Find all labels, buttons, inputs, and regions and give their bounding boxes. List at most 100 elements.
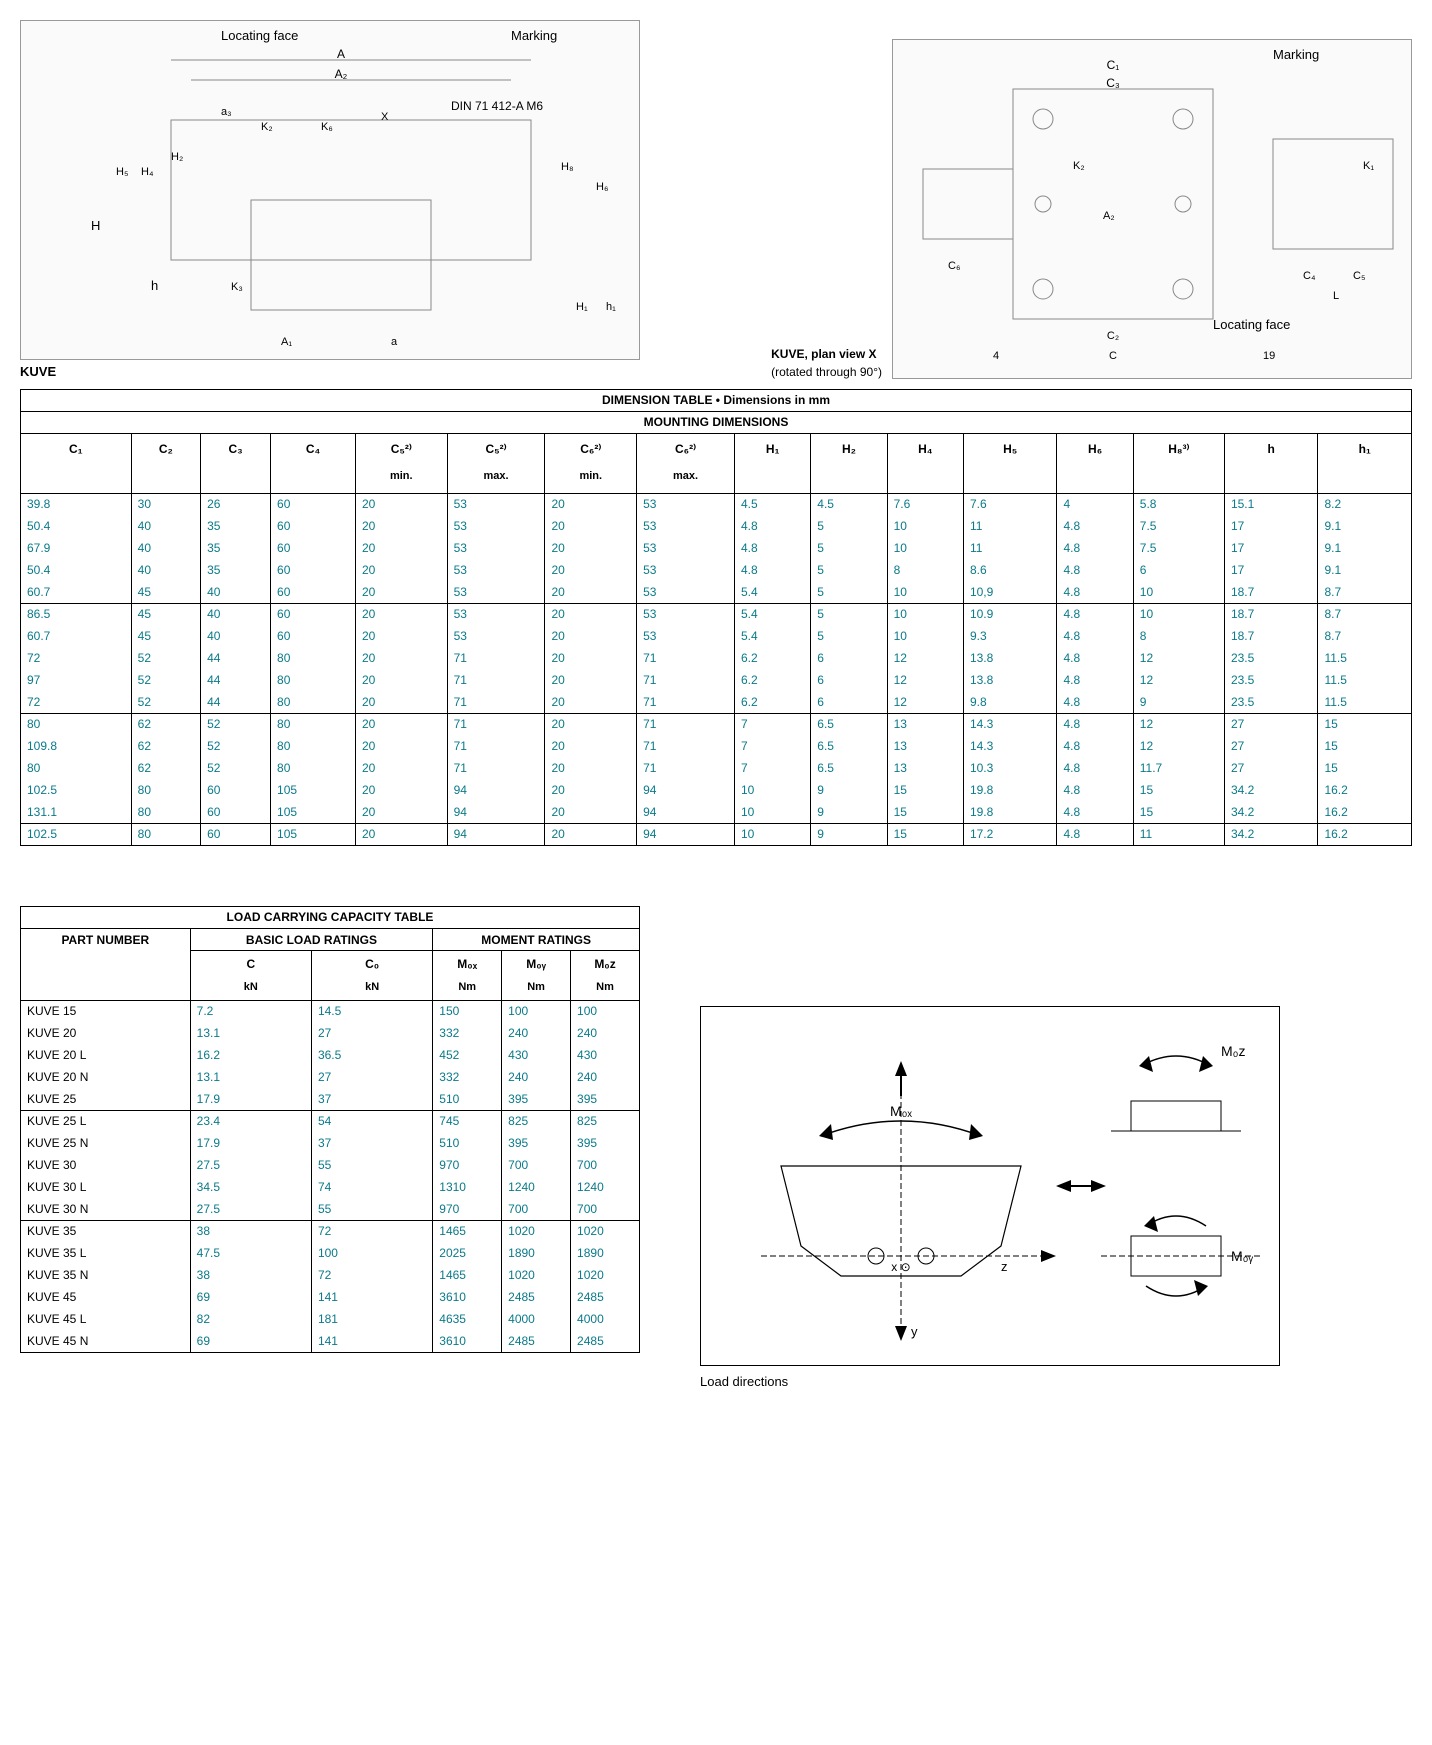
dim-cell: 94: [447, 824, 545, 846]
dim-col-11: H₅: [963, 434, 1056, 494]
load-part-cell: KUVE 15: [21, 1001, 191, 1023]
dim-cell: 4.8: [1057, 780, 1133, 802]
load-part-spacer: [21, 951, 191, 1001]
svg-text:A₂: A₂: [335, 67, 348, 81]
load-data-cell: 240: [571, 1067, 640, 1089]
left-diagram-wrap: Locating face Marking DIN 71 412-A M6 A …: [20, 20, 640, 379]
dim-cell: 9: [811, 824, 887, 846]
dim-cell: 10: [1133, 582, 1224, 604]
dim-cell: 35: [201, 516, 271, 538]
dim-cell: 71: [447, 692, 545, 714]
load-data-cell: 72: [311, 1221, 432, 1243]
dim-cell: 11: [963, 538, 1056, 560]
dim-cell: 12: [1133, 714, 1224, 736]
dim-cell: 62: [131, 736, 200, 758]
label-m0x: M₀ₓ: [890, 1103, 912, 1119]
dim-cell: 80: [131, 780, 200, 802]
dim-cell: 14.3: [963, 736, 1056, 758]
dim-cell: 8.6: [963, 560, 1056, 582]
load-row: KUVE 25 L23.454745825825: [21, 1111, 640, 1133]
load-data-cell: 1240: [571, 1177, 640, 1199]
dim-cell: 20: [545, 802, 637, 824]
label-m0z: M₀z: [1221, 1043, 1245, 1059]
dim-col-5: C₅²⁾max.: [447, 434, 545, 494]
dim-cell: 8.7: [1318, 626, 1412, 648]
load-col-3: M₀ᵧNm: [502, 951, 571, 1001]
dim-cell: 20: [545, 692, 637, 714]
dim-cell: 71: [447, 714, 545, 736]
dim-cell: 53: [637, 538, 735, 560]
dim-cell: 53: [447, 538, 545, 560]
svg-text:H₄: H₄: [141, 166, 154, 178]
dim-cell: 20: [545, 560, 637, 582]
dim-cell: 11.5: [1318, 648, 1412, 670]
load-data-cell: 395: [502, 1089, 571, 1111]
dim-cell: 20: [545, 582, 637, 604]
dim-cell: 15: [887, 802, 963, 824]
svg-text:C₁: C₁: [1107, 58, 1120, 72]
load-data-cell: 13.1: [190, 1067, 311, 1089]
load-data-cell: 181: [311, 1309, 432, 1331]
dim-cell: 16.2: [1318, 824, 1412, 846]
dim-cell: 60: [271, 626, 356, 648]
dim-cell: 9.8: [963, 692, 1056, 714]
dim-cell: 35: [201, 560, 271, 582]
dim-cell: 6.2: [734, 692, 810, 714]
dim-cell: 40: [201, 604, 271, 626]
dim-cell: 80: [131, 824, 200, 846]
dim-cell: 86.5: [21, 604, 132, 626]
dim-cell: 11.5: [1318, 670, 1412, 692]
dim-cell: 4.8: [1057, 626, 1133, 648]
load-data-cell: 150: [433, 1001, 502, 1023]
load-data-cell: 240: [502, 1023, 571, 1045]
dim-cell: 71: [447, 736, 545, 758]
dim-cell: 9.1: [1318, 516, 1412, 538]
svg-text:A₁: A₁: [281, 336, 292, 348]
load-data-cell: 13.1: [190, 1023, 311, 1045]
dim-col-2: C₃: [201, 434, 271, 494]
dim-col-9: H₂: [811, 434, 887, 494]
dim-cell: 60: [271, 538, 356, 560]
load-data-cell: 4000: [502, 1309, 571, 1331]
load-data-cell: 1020: [571, 1265, 640, 1287]
svg-text:h₁: h₁: [606, 301, 616, 313]
dim-cell: 4.8: [734, 538, 810, 560]
dim-cell: 12: [887, 692, 963, 714]
dim-cell: 7.5: [1133, 538, 1224, 560]
dim-cell: 80: [21, 714, 132, 736]
dim-row: 86.5454060205320535.451010.94.81018.78.7: [21, 604, 1412, 626]
load-data-cell: 17.9: [190, 1133, 311, 1155]
dim-cell: 10: [887, 516, 963, 538]
dim-cell: 12: [1133, 736, 1224, 758]
load-table-title: LOAD CARRYING CAPACITY TABLE: [21, 907, 640, 929]
load-row: KUVE 157.214.5150100100: [21, 1001, 640, 1023]
dim-cell: 60: [271, 604, 356, 626]
label-z: z: [1001, 1259, 1008, 1274]
dim-cell: 7: [734, 758, 810, 780]
dim-cell: 53: [637, 604, 735, 626]
load-part-cell: KUVE 35 L: [21, 1243, 191, 1265]
dim-cell: 50.4: [21, 516, 132, 538]
load-row: KUVE 2517.937510395395: [21, 1089, 640, 1111]
dim-cell: 20: [355, 824, 447, 846]
dim-cell: 20: [355, 736, 447, 758]
dim-row: 109.86252802071207176.51314.34.8122715: [21, 736, 1412, 758]
dim-col-3: C₄: [271, 434, 356, 494]
dim-cell: 20: [545, 604, 637, 626]
dim-cell: 53: [447, 560, 545, 582]
svg-text:C₅: C₅: [1353, 270, 1365, 282]
dim-cell: 18.7: [1224, 626, 1317, 648]
dim-cell: 52: [131, 670, 200, 692]
dim-cell: 6: [811, 648, 887, 670]
dim-row: 39.8302660205320534.54.57.67.645.815.18.…: [21, 494, 1412, 516]
dim-cell: 94: [447, 780, 545, 802]
dim-cell: 23.5: [1224, 670, 1317, 692]
dim-cell: 71: [637, 736, 735, 758]
load-data-cell: 27.5: [190, 1155, 311, 1177]
svg-text:A₂: A₂: [1103, 210, 1115, 222]
dim-cell: 13: [887, 758, 963, 780]
load-data-cell: 72: [311, 1265, 432, 1287]
load-data-cell: 510: [433, 1133, 502, 1155]
load-row: KUVE 30 N27.555970700700: [21, 1199, 640, 1221]
dim-cell: 4.8: [1057, 670, 1133, 692]
